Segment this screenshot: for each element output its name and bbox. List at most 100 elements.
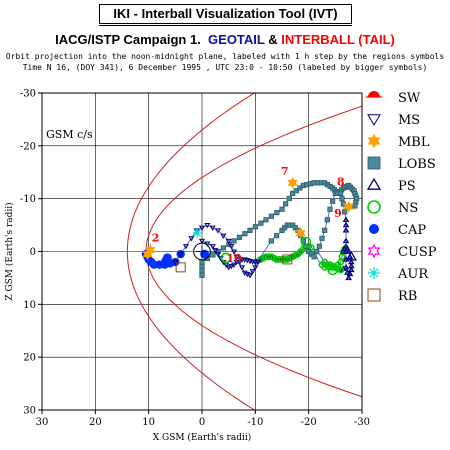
x-axis-label: X GSM (Earth's radii): [153, 432, 252, 443]
legend-sw-label: SW: [398, 91, 421, 106]
x-tick-label: 10: [142, 417, 155, 428]
lobs-point: [274, 210, 280, 216]
lobs-point: [339, 196, 345, 202]
mbl-marker: [295, 227, 306, 239]
plot-area: 2 7 8 9 10: [42, 93, 362, 410]
ms-point: [177, 252, 184, 258]
app-title: IKI - Interball Visualization Tool (IVT): [113, 6, 338, 21]
ms-point: [182, 244, 190, 250]
y-tick-label: 0: [30, 247, 36, 258]
mbl-marker: [287, 176, 298, 189]
bow-shock-curve: [126, 93, 256, 410]
mbl-marker: [145, 243, 156, 256]
lobs-point: [268, 238, 274, 244]
cap-marker: [162, 253, 172, 263]
lobs-point: [279, 227, 285, 233]
ps-point: [343, 269, 351, 275]
ms-point: [254, 260, 262, 266]
ps-point: [347, 266, 355, 273]
legend-rb-icon: [367, 288, 381, 302]
lobs-point: [306, 248, 312, 255]
y-tick-label: -30: [20, 89, 36, 100]
legend-aur-label: AUR: [397, 267, 429, 282]
ms-point: [228, 244, 235, 250]
title-underline: [99, 25, 352, 26]
lobs-point: [199, 259, 205, 265]
ms-point: [198, 238, 206, 245]
legend-cusp-icon: [367, 243, 381, 259]
legend-sw-icon: [368, 91, 380, 97]
legend-mbl-icon: [367, 133, 381, 149]
earth-circle: [193, 242, 211, 261]
interball-label: INTERBALL (TAIL): [281, 32, 395, 47]
campaign-title: IACG/ISTP Campaign 1. GEOTAIL & INTERBAL…: [0, 32, 450, 47]
lobs-point: [279, 206, 285, 212]
ps-point: [342, 248, 350, 254]
lobs-point: [293, 188, 299, 194]
ns-point: [318, 261, 326, 269]
legend-ms-icon: [367, 114, 381, 126]
ps-point: [342, 263, 350, 270]
lobs-point: [282, 225, 288, 231]
lobs-point: [342, 209, 348, 215]
ms-point: [225, 238, 232, 245]
ps-point: [345, 274, 353, 281]
lobs-point: [286, 195, 292, 202]
rb-marker: [282, 254, 293, 265]
ms-point: [212, 248, 219, 254]
y-tick-label: 20: [23, 353, 36, 364]
lobs-point: [242, 231, 248, 237]
lobs-point: [290, 190, 296, 196]
lobs-point: [314, 248, 320, 255]
legend-rb-label: RB: [398, 289, 417, 304]
legend-aur-icon: [368, 267, 380, 279]
lobs-point: [338, 190, 344, 196]
ms-point: [249, 269, 256, 275]
legend-cap-label: CAP: [398, 223, 426, 238]
lobs-point: [308, 251, 314, 257]
legend-ms-label: MS: [398, 113, 420, 128]
lobs-point: [319, 235, 325, 241]
campaign-label: IACG/ISTP Campaign 1.: [55, 32, 201, 47]
ps-point: [342, 221, 350, 228]
title-box: IKI - Interball Visualization Tool (IVT): [99, 4, 352, 24]
ms-point: [209, 244, 216, 250]
legend-ps-label: PS: [398, 179, 416, 194]
x-tick-label: -20: [301, 417, 317, 428]
lobs-point: [252, 224, 259, 230]
x-tick-label: -10: [247, 417, 263, 428]
legend-ns-label: NS: [398, 201, 418, 216]
lobs-point: [322, 227, 328, 233]
cap-point: [171, 257, 180, 267]
x-tick-label: 20: [89, 417, 102, 428]
lobs-point: [311, 254, 317, 260]
lobs-point: [352, 203, 358, 209]
x-tick-label: -30: [354, 417, 370, 428]
ps-point: [342, 237, 350, 244]
subtitle-orbit: Orbit projection into the noon-midnight …: [5, 52, 445, 61]
lobs-point: [258, 220, 264, 226]
hour-label: 8: [337, 175, 345, 188]
lobs-point: [290, 222, 296, 228]
lobs-point: [210, 252, 216, 258]
ns-marker: [327, 264, 338, 276]
ms-point: [238, 265, 246, 271]
ms-point: [233, 254, 240, 260]
y-tick-label: 10: [23, 300, 36, 311]
lobs-point: [199, 263, 205, 269]
lobs-point: [199, 268, 205, 274]
x-tick-label: 0: [199, 417, 205, 428]
lobs-point: [231, 238, 237, 244]
lobs-point: [274, 233, 280, 239]
legend-mbl-label: MBL: [398, 135, 430, 150]
ms-point: [222, 262, 230, 268]
lobs-point: [327, 206, 333, 212]
aur-marker: [192, 228, 202, 238]
ms-point: [198, 225, 206, 231]
ms-point: [209, 225, 216, 231]
hour-label: 2: [152, 231, 160, 244]
hour-label: 9: [334, 207, 342, 220]
legend-ns-icon: [367, 200, 381, 214]
ps-marker: [345, 251, 357, 261]
